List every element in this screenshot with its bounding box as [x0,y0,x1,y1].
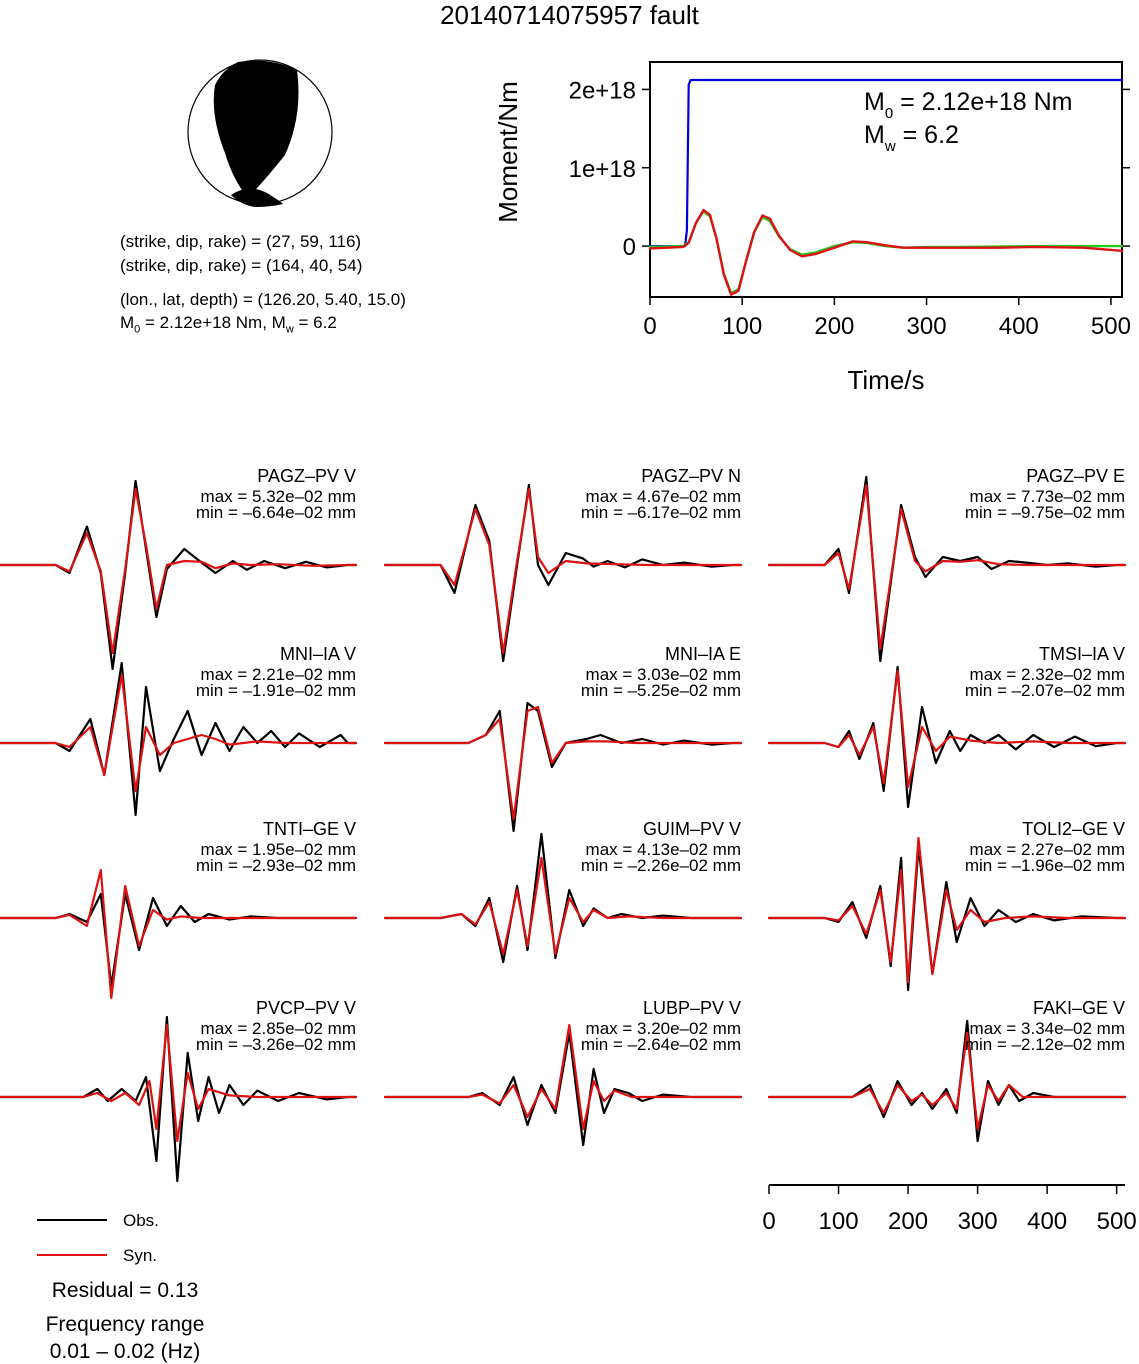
moment-magnitude-annotation: Mw = 6.2 [864,121,959,155]
observed-legend-label: Obs. [123,1211,159,1230]
station-min-amplitude: min = –1.96e–02 mm [965,856,1125,875]
station-min-amplitude: min = –2.93e–02 mm [196,856,356,875]
synthetic-waveform [767,1031,1127,1131]
station-max-amplitude: max = 3.20e–02 mm [586,1019,741,1038]
station-label: LUBP–PV V [643,998,741,1018]
synthetic-waveform [383,487,743,655]
focal-mechanism-beachball [187,59,333,207]
time-tick-label: 100 [819,1208,859,1235]
x-tick-label: 500 [1091,313,1131,340]
station-min-amplitude: min = –6.64e–02 mm [196,503,356,522]
station-min-amplitude: min = –6.17e–02 mm [581,503,741,522]
synthetic-waveform [0,1023,358,1143]
station-min-amplitude: min = –2.07e–02 mm [965,681,1125,700]
time-tick-label: 200 [888,1208,928,1235]
synthetic-legend-line [37,1254,107,1256]
moment-series-line [648,208,1124,296]
station-label: TOLI2–GE V [1022,819,1125,839]
station-min-amplitude: min = –1.91e–02 mm [196,681,356,700]
observed-legend-line [37,1219,107,1221]
m0-value: = 2.12e+18 Nm, M [140,313,286,332]
station-max-amplitude: max = 2.32e–02 mm [970,665,1125,684]
station-min-amplitude: min = –5.25e–02 mm [581,681,741,700]
synthetic-waveform [0,673,358,793]
moment-magnitude-info: M0 = 2.12e+18 Nm, Mw = 6.2 [120,313,337,335]
y-tick-label: 2e+18 [569,77,636,104]
frequency-range-value: 0.01 – 0.02 (Hz) [49,1340,201,1363]
plot-frame [649,61,1123,298]
station-min-amplitude: min = –2.26e–02 mm [581,856,741,875]
station-label: FAKI–GE V [1033,998,1125,1018]
x-tick-label: 300 [907,313,947,340]
synthetic-waveform [767,483,1127,651]
station-max-amplitude: max = 2.27e–02 mm [970,840,1125,859]
synthetic-waveform [383,705,743,821]
station-max-amplitude: max = 7.73e–02 mm [970,487,1125,506]
time-tick-label: 500 [1097,1208,1137,1235]
m0-symbol: M [120,313,135,332]
y-axis-label: Moment/Nm [493,81,523,223]
station-label: PAGZ–PV V [257,466,356,486]
synthetic-waveform [767,669,1127,789]
station-max-amplitude: max = 5.32e–02 mm [201,487,356,506]
scalar-moment-annotation: M0 = 2.12e+18 Nm [864,88,1072,122]
station-max-amplitude: max = 2.21e–02 mm [201,665,356,684]
station-label: PVCP–PV V [256,998,356,1018]
mw-value: = 6.2 [293,313,337,332]
x-tick-label: 200 [814,313,854,340]
station-min-amplitude: min = –3.26e–02 mm [196,1035,356,1054]
station-max-amplitude: max = 4.13e–02 mm [586,840,741,859]
x-tick-label: 100 [722,313,762,340]
station-min-amplitude: min = –2.12e–02 mm [965,1035,1125,1054]
station-label: GUIM–PV V [643,819,741,839]
nodal-plane-1: (strike, dip, rake) = (27, 59, 116) [120,232,362,251]
station-label: MNI–IA E [665,644,741,664]
time-tick-label: 0 [762,1208,775,1235]
moment-function-chart: 0 100 200 300 400 500 0 1e+18 2e+18 Time/s Moment/… [493,61,1131,395]
time-tick-label: 300 [958,1208,998,1235]
station-label: PAGZ–PV N [641,466,741,486]
mw-subscript: w [285,323,294,336]
station-label: TMSI–IA V [1039,644,1125,664]
observed-waveform [383,701,743,833]
waveform-x-axis-label: Time/s [898,1256,975,1260]
station-max-amplitude: max = 2.85e–02 mm [201,1019,356,1038]
station-label: TNTI–GE V [263,819,356,839]
station-label: MNI–IA V [280,644,356,664]
observed-waveform [0,892,358,988]
time-tick-label: 400 [1027,1208,1067,1235]
x-axis-label: Time/s [847,365,924,395]
m0-subscript: 0 [134,323,141,336]
x-tick-label: 0 [643,313,656,340]
synthetic-legend-label: Syn. [123,1246,158,1265]
station-label: PAGZ–PV E [1026,466,1125,486]
station-max-amplitude: max = 3.03e–02 mm [586,665,741,684]
event-location: (lon., lat, depth) = (126.20, 5.40, 15.0… [120,290,406,309]
residual-text: Residual = 0.13 [51,1279,199,1302]
synthetic-waveform [767,836,1127,984]
station-max-amplitude: max = 3.34e–02 mm [970,1019,1125,1038]
y-tick-label: 1e+18 [569,156,636,183]
synthetic-waveform [383,1023,743,1131]
observed-waveform [383,483,743,663]
figure-title: 20140714075957 fault [440,0,699,30]
frequency-range-label: Frequency range [45,1313,205,1336]
synthetic-waveform [0,487,358,655]
x-tick-label: 400 [999,313,1039,340]
y-tick-label: 0 [623,234,636,261]
station-min-amplitude: min = –2.64e–02 mm [581,1035,741,1054]
nodal-plane-2: (strike, dip, rake) = (164, 40, 54) [120,256,363,275]
station-max-amplitude: max = 4.67e–02 mm [586,487,741,506]
station-min-amplitude: min = –9.75e–02 mm [965,503,1125,522]
moment-series-line [648,210,1124,295]
synthetic-waveform [0,868,358,1000]
station-max-amplitude: max = 1.95e–02 mm [201,840,356,859]
synthetic-waveform [383,856,743,956]
